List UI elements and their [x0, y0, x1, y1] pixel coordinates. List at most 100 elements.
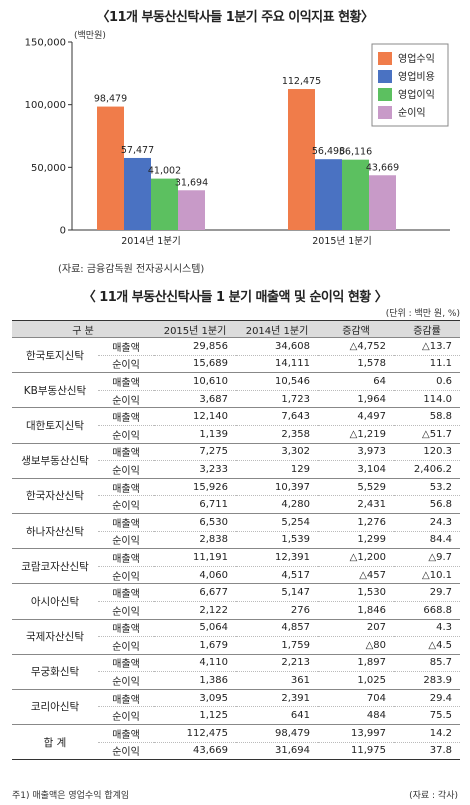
- value-2015q1: 112,475: [154, 724, 236, 743]
- change-rate: △10.1: [394, 566, 460, 585]
- company-name: 한국토지신탁: [12, 337, 98, 374]
- table-title: 〈 11개 부동산신탁사들 1 분기 매출액 및 순이익 현황 〉: [82, 290, 388, 305]
- value-2015q1: 1,386: [154, 671, 236, 690]
- value-2015q1: 1,125: [154, 706, 236, 726]
- company-name: 코람코자산신탁: [12, 548, 98, 585]
- table-row: 합 계 매출액 112,475 98,479 13,997 14.2: [12, 724, 460, 761]
- change-rate: 75.5: [394, 706, 460, 726]
- revenue-profit-table: 구 분 2015년 1분기 2014년 1분기 증감액 증감률 한국토지신탁 매출…: [12, 320, 460, 761]
- value-2014q1: 1,723: [236, 390, 318, 409]
- header-change-amount: 증감액: [318, 320, 394, 338]
- company-name: 하나자산신탁: [12, 513, 98, 550]
- header-2014q1: 2014년 1분기: [236, 320, 318, 338]
- value-2014q1: 1,539: [236, 531, 318, 550]
- y-tick-label: 150,000: [25, 38, 66, 49]
- change-amount: 1,299: [318, 531, 394, 550]
- legend-label: 순이익: [398, 107, 426, 119]
- metric-label: 매출액: [98, 372, 154, 391]
- change-rate: 668.8: [394, 601, 460, 620]
- bar-value-label: 112,475: [282, 76, 321, 87]
- company-name: 무궁화신탁: [12, 654, 98, 690]
- bar-value-label: 43,669: [366, 162, 399, 173]
- change-rate: △51.7: [394, 425, 460, 444]
- header-change-rate: 증감률: [394, 320, 460, 338]
- value-2015q1: 1,139: [154, 425, 236, 444]
- chart-source: (자료: 금융감독원 전자공시시스템): [58, 264, 205, 275]
- value-2015q1: 3,687: [154, 390, 236, 409]
- change-amount: 207: [318, 619, 394, 638]
- table-row: 순이익 6,711 4,280 2,431 56.8: [12, 495, 460, 514]
- metric-label: 순이익: [98, 495, 154, 514]
- table-row: 한국토지신탁 매출액 29,856 34,608 △4,752 △13.7: [12, 337, 460, 374]
- metric-label: 매출액: [98, 583, 154, 602]
- table-row: 순이익 3,233 129 3,104 2,406.2: [12, 460, 460, 479]
- metric-label: 순이익: [98, 566, 154, 585]
- y-unit-label: (백만원): [74, 30, 106, 41]
- change-amount: 1,897: [318, 654, 394, 673]
- change-rate: 24.3: [394, 513, 460, 532]
- y-tick-label: 0: [60, 226, 66, 237]
- change-amount: △1,200: [318, 548, 394, 567]
- value-2014q1: 641: [236, 706, 318, 726]
- company-name: 대한토지신탁: [12, 407, 98, 444]
- x-tick-label: 2014년 1분기: [121, 236, 180, 247]
- y-tick-label: 100,000: [25, 100, 66, 111]
- change-amount: 1,846: [318, 601, 394, 620]
- table-row: 순이익 15,689 14,111 1,578 11.1: [12, 355, 460, 374]
- value-2015q1: 2,122: [154, 601, 236, 620]
- legend-label: 영업이익: [398, 88, 435, 101]
- change-amount: 3,104: [318, 460, 394, 479]
- value-2015q1: 2,838: [154, 531, 236, 550]
- change-rate: 58.8: [394, 407, 460, 426]
- header-category: 구 분: [12, 320, 154, 338]
- change-rate: 29.7: [394, 583, 460, 602]
- value-2014q1: 4,517: [236, 566, 318, 585]
- change-rate: 37.8: [394, 742, 460, 761]
- legend-swatch: [378, 88, 392, 101]
- value-2015q1: 15,926: [154, 478, 236, 497]
- change-rate: 53.2: [394, 478, 460, 497]
- value-2015q1: 15,689: [154, 355, 236, 374]
- table-row: 무궁화신탁 매출액 4,110 2,213 1,897 85.7: [12, 654, 460, 690]
- change-amount: 4,497: [318, 407, 394, 426]
- change-amount: △457: [318, 566, 394, 585]
- table-row: 생보부동산신탁 매출액 7,275 3,302 3,973 120.3: [12, 443, 460, 479]
- value-2014q1: 5,254: [236, 513, 318, 532]
- change-rate: △13.7: [394, 337, 460, 356]
- metric-label: 매출액: [98, 337, 154, 356]
- value-2014q1: 10,546: [236, 372, 318, 391]
- change-amount: △80: [318, 636, 394, 655]
- metric-label: 매출액: [98, 548, 154, 567]
- legend-label: 영업비용: [398, 70, 435, 83]
- change-rate: 56.8: [394, 495, 460, 514]
- table-row: 하나자산신탁 매출액 6,530 5,254 1,276 24.3: [12, 513, 460, 550]
- table-row: 아시아신탁 매출액 6,677 5,147 1,530 29.7: [12, 583, 460, 620]
- metric-label: 순이익: [98, 671, 154, 690]
- value-2015q1: 12,140: [154, 407, 236, 426]
- y-tick-label: 50,000: [31, 163, 66, 174]
- value-2014q1: 12,391: [236, 548, 318, 567]
- change-amount: 2,431: [318, 495, 394, 514]
- value-2014q1: 276: [236, 601, 318, 620]
- value-2015q1: 4,110: [154, 654, 236, 673]
- bar-value-label: 56,116: [339, 147, 372, 158]
- value-2014q1: 7,643: [236, 407, 318, 426]
- change-rate: 84.4: [394, 531, 460, 550]
- bar-value-label: 41,002: [148, 166, 181, 177]
- bar: [97, 106, 124, 230]
- bar: [124, 157, 151, 230]
- change-amount: 11,975: [318, 742, 394, 761]
- change-amount: 704: [318, 689, 394, 708]
- metric-label: 순이익: [98, 531, 154, 550]
- change-amount: 1,530: [318, 583, 394, 602]
- change-rate: 14.2: [394, 724, 460, 743]
- bar: [151, 178, 178, 230]
- value-2015q1: 43,669: [154, 742, 236, 761]
- table-row: 순이익 3,687 1,723 1,964 114.0: [12, 390, 460, 409]
- value-2014q1: 4,857: [236, 619, 318, 638]
- bar: [178, 190, 205, 230]
- value-2014q1: 98,479: [236, 724, 318, 743]
- metric-label: 순이익: [98, 706, 154, 726]
- metric-label: 매출액: [98, 654, 154, 673]
- value-2014q1: 14,111: [236, 355, 318, 374]
